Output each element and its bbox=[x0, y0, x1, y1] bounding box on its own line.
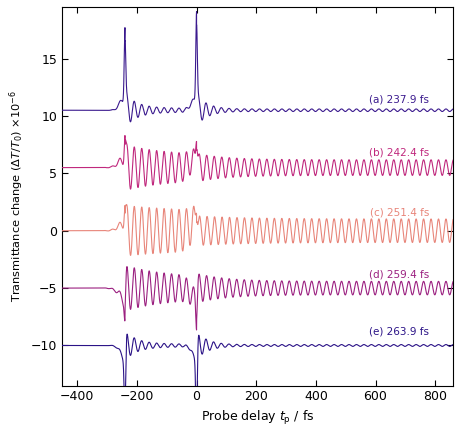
Text: (e) 263.9 fs: (e) 263.9 fs bbox=[369, 327, 428, 337]
Text: (c) 251.4 fs: (c) 251.4 fs bbox=[369, 207, 428, 217]
Text: (b) 242.4 fs: (b) 242.4 fs bbox=[369, 148, 429, 158]
Text: (a) 237.9 fs: (a) 237.9 fs bbox=[369, 95, 428, 105]
Y-axis label: Transmittance change ($\Delta T/T_0$) $\times10^{-6}$: Transmittance change ($\Delta T/T_0$) $\… bbox=[7, 90, 26, 302]
Text: (d) 259.4 fs: (d) 259.4 fs bbox=[369, 270, 429, 279]
X-axis label: Probe delay $t_\mathrm{p}$ / fs: Probe delay $t_\mathrm{p}$ / fs bbox=[201, 409, 313, 427]
